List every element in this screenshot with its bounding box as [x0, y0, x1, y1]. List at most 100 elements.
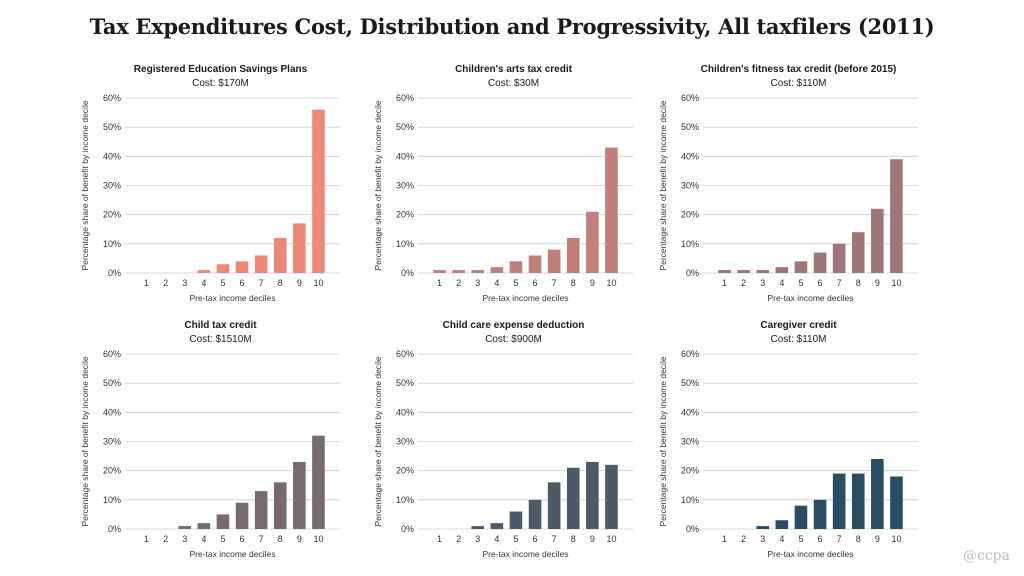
x-tick-label: 1	[437, 278, 442, 288]
bar-decile-6	[235, 261, 249, 273]
bar-decile-4	[775, 520, 789, 529]
chart-cost-subtitle: Cost: $900M	[485, 334, 542, 345]
x-tick-label: 2	[163, 534, 168, 544]
bar-decile-10	[312, 109, 325, 273]
chart-cost-subtitle: Cost: $110M	[771, 78, 827, 89]
chart-cost-subtitle: Cost: $1510M	[189, 334, 251, 345]
x-tick-label: 7	[552, 534, 557, 544]
x-tick-label: 5	[798, 534, 803, 544]
x-tick-label: 8	[856, 534, 861, 544]
bar-decile-10	[890, 159, 903, 273]
x-tick-label: 4	[779, 278, 784, 288]
y-tick-label: 30%	[103, 437, 121, 447]
y-tick-label: 20%	[396, 466, 414, 476]
x-tick-label: 7	[837, 534, 842, 544]
y-tick-label: 0%	[686, 524, 699, 534]
y-tick-label: 0%	[401, 268, 414, 278]
chart-title: Caregiver credit	[760, 320, 837, 331]
bar-decile-6	[235, 502, 249, 529]
x-tick-label: 5	[220, 278, 225, 288]
x-tick-label: 10	[606, 278, 616, 288]
y-tick-label: 30%	[396, 437, 414, 447]
y-tick-label: 50%	[681, 378, 699, 388]
y-tick-label: 10%	[396, 495, 414, 505]
y-tick-label: 60%	[103, 349, 121, 359]
bar-decile-8	[566, 467, 580, 529]
y-tick-label: 10%	[396, 239, 414, 249]
bar-decile-2	[737, 270, 750, 273]
bar-decile-1	[718, 270, 731, 273]
x-tick-label: 9	[875, 534, 880, 544]
chart-child-tax-credit: Child tax credit Cost: $1510M 0% 10% 20% 30% 4…	[80, 316, 370, 566]
x-tick-label: 1	[722, 534, 727, 544]
bar-decile-5	[794, 261, 808, 273]
bar-decile-5	[509, 261, 523, 273]
x-tick-label: 10	[891, 534, 901, 544]
chart-caregiver-credit: Caregiver credit Cost: $110M 0% 10% 20% 30% 40…	[658, 316, 948, 566]
bar-decile-5	[216, 264, 230, 273]
y-tick-label: 10%	[103, 239, 121, 249]
bar-decile-4	[197, 523, 211, 529]
ccpa-watermark: @ccpa	[963, 548, 1010, 564]
x-tick-label: 8	[278, 278, 283, 288]
x-tick-label: 10	[606, 534, 616, 544]
y-tick-label: 10%	[103, 495, 121, 505]
chart-svg: Child tax credit Cost: $1510M 0% 10% 20% 30% 4…	[80, 320, 340, 559]
y-tick-label: 30%	[103, 181, 121, 191]
chart-registered-education-savings-plans: Registered Education Savings Plans Cost: …	[80, 60, 370, 310]
y-tick-label: 40%	[103, 407, 121, 417]
y-axis-label: Percentage share of benefit by income de…	[80, 356, 90, 526]
x-axis-label: Pre-tax income deciles	[768, 293, 854, 303]
x-tick-label: 7	[837, 278, 842, 288]
bar-decile-9	[871, 459, 884, 529]
x-tick-label: 8	[856, 278, 861, 288]
bar-decile-8	[851, 232, 865, 273]
bar-decile-7	[547, 249, 561, 273]
bar-decile-3	[756, 526, 770, 529]
x-tick-label: 5	[220, 534, 225, 544]
bar-decile-9	[586, 461, 599, 529]
bar-decile-10	[890, 476, 903, 529]
chart-svg: Child care expense deduction Cost: $900M 0…	[373, 320, 633, 559]
y-tick-label: 30%	[681, 437, 699, 447]
bar-decile-9	[293, 223, 306, 273]
y-tick-label: 60%	[396, 93, 414, 103]
y-tick-label: 50%	[396, 378, 414, 388]
x-tick-label: 7	[259, 534, 264, 544]
x-axis-label: Pre-tax income deciles	[190, 293, 276, 303]
x-tick-label: 6	[240, 278, 245, 288]
chart-cost-subtitle: Cost: $170M	[192, 78, 249, 89]
x-tick-label: 9	[297, 534, 302, 544]
x-tick-label: 5	[513, 534, 518, 544]
x-tick-label: 3	[182, 534, 187, 544]
bar-decile-4	[197, 270, 211, 273]
bar-decile-10	[312, 435, 325, 529]
chart-child-care-expense-deduction: Child care expense deduction Cost: $900M 0…	[373, 316, 663, 566]
y-tick-label: 0%	[108, 524, 121, 534]
x-tick-label: 4	[201, 278, 206, 288]
y-tick-label: 20%	[103, 466, 121, 476]
y-tick-label: 10%	[681, 495, 699, 505]
y-tick-label: 60%	[681, 349, 699, 359]
bar-decile-1	[433, 270, 446, 273]
chart-title: Children's fitness tax credit (before 20…	[701, 64, 897, 75]
bar-decile-8	[566, 238, 580, 273]
bar-decile-3	[471, 270, 485, 273]
x-tick-label: 3	[475, 534, 480, 544]
x-tick-label: 10	[891, 278, 901, 288]
bar-decile-7	[254, 255, 268, 273]
x-tick-label: 6	[533, 534, 538, 544]
x-tick-label: 1	[437, 534, 442, 544]
bar-decile-9	[293, 461, 306, 529]
x-tick-label: 6	[240, 534, 245, 544]
x-tick-label: 5	[798, 278, 803, 288]
chart-title: Children's arts tax credit	[455, 64, 573, 75]
bar-decile-8	[851, 473, 865, 529]
x-tick-label: 8	[571, 534, 576, 544]
y-axis-label: Percentage share of benefit by income de…	[658, 356, 668, 526]
y-tick-label: 20%	[103, 210, 121, 220]
y-tick-label: 30%	[681, 181, 699, 191]
y-tick-label: 40%	[681, 151, 699, 161]
y-tick-label: 30%	[396, 181, 414, 191]
x-tick-label: 9	[875, 278, 880, 288]
